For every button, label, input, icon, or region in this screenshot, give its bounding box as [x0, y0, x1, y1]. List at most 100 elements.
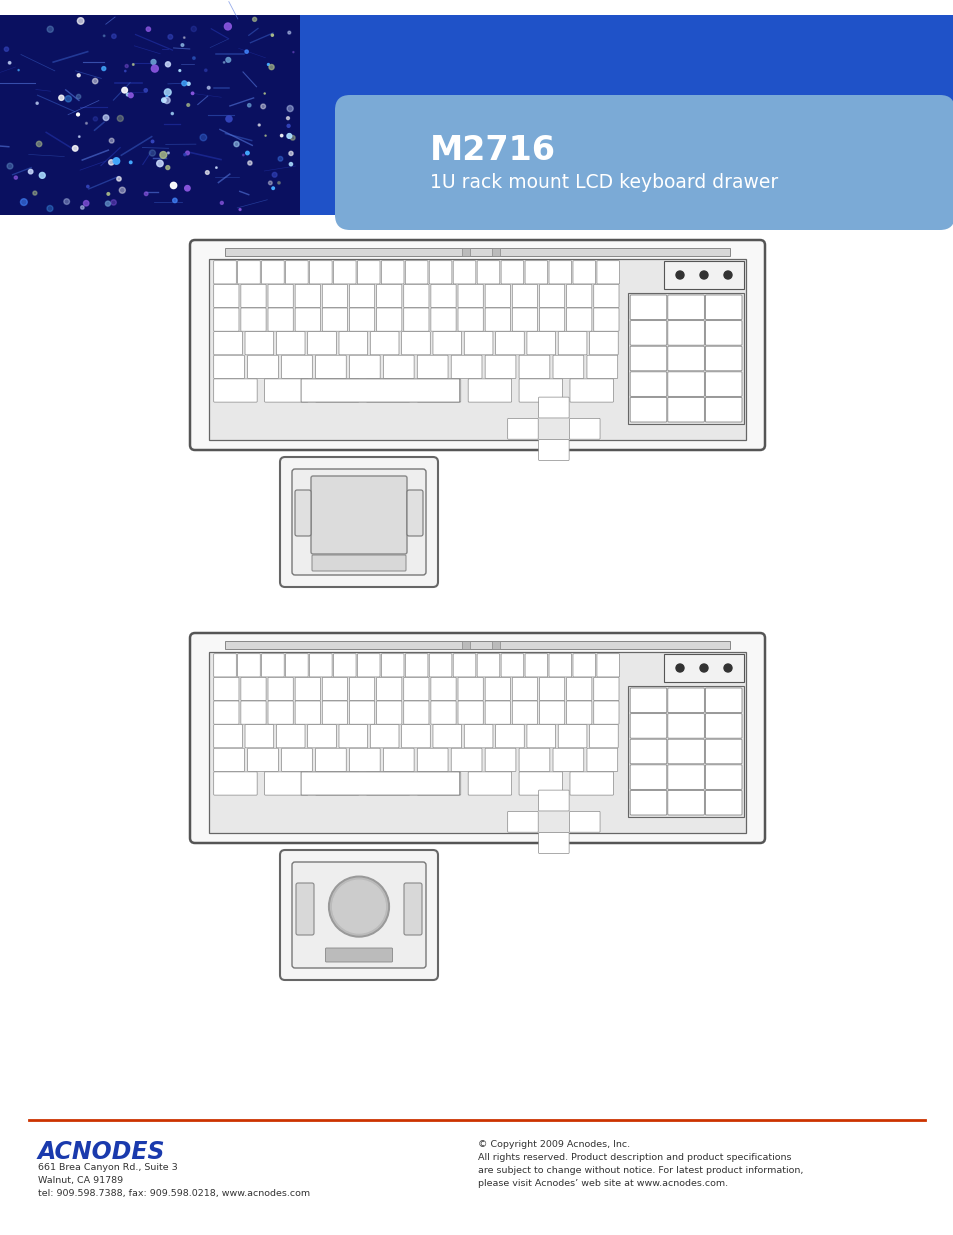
- Circle shape: [253, 17, 256, 21]
- FancyBboxPatch shape: [401, 332, 430, 354]
- Circle shape: [87, 185, 89, 188]
- Circle shape: [287, 125, 290, 127]
- FancyBboxPatch shape: [485, 356, 516, 378]
- Circle shape: [248, 104, 251, 107]
- Circle shape: [14, 177, 17, 179]
- Circle shape: [92, 78, 98, 84]
- Circle shape: [278, 157, 282, 161]
- Circle shape: [179, 69, 180, 72]
- FancyBboxPatch shape: [301, 772, 459, 795]
- FancyBboxPatch shape: [573, 261, 595, 284]
- FancyBboxPatch shape: [312, 555, 406, 571]
- Circle shape: [9, 62, 10, 64]
- Circle shape: [183, 37, 185, 38]
- FancyBboxPatch shape: [457, 308, 483, 331]
- FancyBboxPatch shape: [597, 653, 618, 677]
- FancyBboxPatch shape: [667, 740, 703, 763]
- Circle shape: [242, 154, 244, 156]
- Bar: [663, 655, 743, 682]
- Circle shape: [223, 62, 225, 63]
- Circle shape: [676, 270, 683, 279]
- FancyBboxPatch shape: [245, 332, 274, 354]
- FancyBboxPatch shape: [518, 356, 549, 378]
- FancyBboxPatch shape: [240, 677, 266, 700]
- FancyBboxPatch shape: [370, 725, 398, 748]
- FancyBboxPatch shape: [468, 379, 511, 403]
- Circle shape: [248, 161, 252, 165]
- Circle shape: [700, 664, 707, 672]
- Circle shape: [233, 142, 239, 147]
- Text: are subject to change without notice. For latest product information,: are subject to change without notice. Fo…: [477, 1166, 802, 1174]
- FancyBboxPatch shape: [518, 748, 549, 772]
- Text: please visit Acnodes’ web site at www.acnodes.com.: please visit Acnodes’ web site at www.ac…: [477, 1179, 727, 1188]
- FancyBboxPatch shape: [349, 284, 375, 308]
- FancyBboxPatch shape: [500, 653, 523, 677]
- FancyBboxPatch shape: [294, 701, 320, 724]
- Circle shape: [268, 182, 272, 185]
- Circle shape: [113, 158, 119, 164]
- Circle shape: [20, 199, 28, 205]
- Text: 1U rack mount LCD keyboard drawer: 1U rack mount LCD keyboard drawer: [430, 173, 778, 193]
- FancyBboxPatch shape: [586, 356, 617, 378]
- Circle shape: [200, 135, 207, 141]
- FancyBboxPatch shape: [630, 372, 666, 396]
- FancyBboxPatch shape: [457, 701, 483, 724]
- FancyBboxPatch shape: [485, 308, 510, 331]
- Circle shape: [328, 876, 389, 937]
- Circle shape: [184, 153, 186, 156]
- FancyBboxPatch shape: [630, 688, 666, 713]
- FancyBboxPatch shape: [512, 701, 537, 724]
- FancyBboxPatch shape: [240, 308, 266, 331]
- Circle shape: [156, 161, 163, 167]
- FancyBboxPatch shape: [630, 398, 666, 422]
- Circle shape: [151, 59, 155, 64]
- Circle shape: [271, 35, 274, 36]
- FancyBboxPatch shape: [667, 764, 703, 789]
- Circle shape: [150, 149, 155, 156]
- FancyBboxPatch shape: [334, 261, 355, 284]
- FancyBboxPatch shape: [407, 490, 422, 536]
- Circle shape: [122, 88, 128, 93]
- FancyBboxPatch shape: [704, 714, 741, 739]
- FancyBboxPatch shape: [325, 948, 392, 962]
- Text: ACNODES: ACNODES: [38, 1140, 165, 1165]
- FancyBboxPatch shape: [526, 725, 555, 748]
- Circle shape: [116, 177, 121, 182]
- Bar: [0, 15, 299, 215]
- Circle shape: [59, 95, 64, 100]
- Circle shape: [152, 141, 153, 143]
- Circle shape: [182, 80, 187, 85]
- FancyBboxPatch shape: [357, 653, 379, 677]
- FancyBboxPatch shape: [457, 677, 483, 700]
- Bar: [209, 652, 745, 832]
- FancyBboxPatch shape: [667, 346, 703, 370]
- Bar: [225, 641, 729, 650]
- Circle shape: [288, 31, 291, 35]
- FancyBboxPatch shape: [294, 308, 320, 331]
- FancyBboxPatch shape: [403, 701, 429, 724]
- Circle shape: [181, 43, 184, 47]
- Circle shape: [272, 186, 274, 189]
- FancyBboxPatch shape: [349, 677, 375, 700]
- FancyBboxPatch shape: [276, 332, 305, 354]
- FancyBboxPatch shape: [213, 772, 257, 795]
- FancyBboxPatch shape: [405, 653, 428, 677]
- Circle shape: [191, 26, 196, 32]
- FancyBboxPatch shape: [338, 725, 367, 748]
- Circle shape: [112, 35, 116, 38]
- Circle shape: [83, 200, 89, 206]
- FancyBboxPatch shape: [376, 308, 401, 331]
- FancyBboxPatch shape: [538, 398, 569, 417]
- FancyBboxPatch shape: [213, 748, 244, 772]
- FancyBboxPatch shape: [597, 261, 618, 284]
- FancyBboxPatch shape: [401, 725, 430, 748]
- Circle shape: [166, 165, 170, 169]
- FancyBboxPatch shape: [704, 790, 741, 815]
- Circle shape: [111, 200, 116, 205]
- Circle shape: [72, 146, 78, 151]
- Circle shape: [287, 105, 293, 111]
- FancyBboxPatch shape: [416, 772, 460, 795]
- FancyBboxPatch shape: [548, 261, 571, 284]
- FancyBboxPatch shape: [667, 688, 703, 713]
- FancyBboxPatch shape: [213, 261, 236, 284]
